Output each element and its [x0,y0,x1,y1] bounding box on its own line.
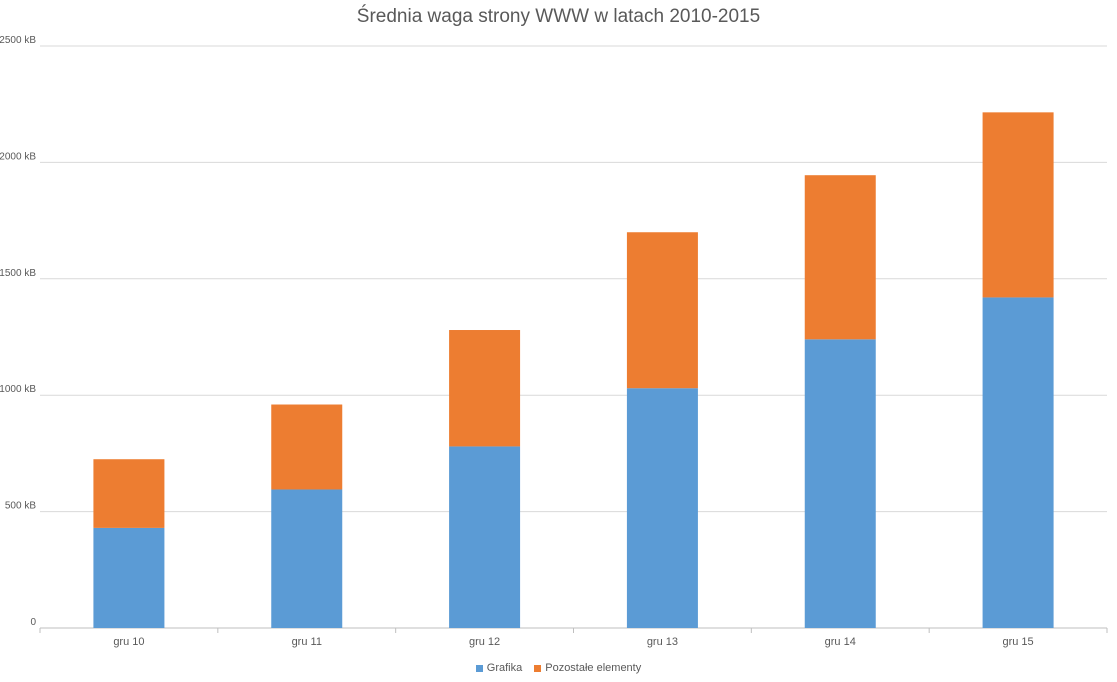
x-category-label: gru 11 [292,636,322,648]
bar-grafika-gru-13 [626,388,698,628]
y-axis-ticks: 0 500 kB 1000 kB 1500 kB 2000 kB 2500 kB [0,35,36,628]
bar-pozostale-gru-11 [271,404,343,490]
y-tick-label: 1500 kB [0,268,36,279]
legend-label-pozostale: Pozostałe elementy [545,662,642,674]
bar-grafika-gru-15 [982,297,1054,628]
chart-title: Średnia waga strony WWW w latach 2010-20… [356,6,761,27]
bar-pozostale-gru-15 [982,112,1054,298]
y-tick-label: 0 [30,617,36,628]
bar-grafika-gru-14 [804,339,876,628]
x-category-label: gru 14 [825,636,856,648]
x-category-label: gru 12 [469,636,500,648]
bars [93,112,1054,628]
x-category-label: gru 10 [113,636,144,648]
y-tick-label: 1000 kB [0,384,36,395]
legend: Grafika Pozostałe elementy [0,662,1117,674]
bar-pozostale-gru-13 [626,232,698,389]
bar-pozostale-gru-10 [93,459,165,528]
y-tick-label: 2500 kB [0,35,36,46]
y-tick-label: 500 kB [5,501,36,512]
bar-grafika-gru-12 [449,446,521,628]
legend-label-grafika: Grafika [486,662,523,674]
x-axis-labels: gru 10 gru 11 gru 12 gru 13 gru 14 gru 15 [39,628,1108,648]
legend-item-grafika: Grafika [475,662,523,674]
bar-grafika-gru-10 [93,527,165,628]
x-category-label: gru 15 [1002,636,1033,648]
gridlines [40,45,1107,629]
bar-pozostale-gru-14 [804,175,876,340]
x-category-label: gru 13 [647,636,678,648]
legend-swatch-grafika [475,664,483,672]
bar-grafika-gru-11 [271,489,343,628]
legend-item-pozostale: Pozostałe elementy [534,662,641,674]
bar-pozostale-gru-12 [449,330,521,447]
y-tick-label: 2000 kB [0,151,36,162]
legend-swatch-pozostale [534,664,542,672]
